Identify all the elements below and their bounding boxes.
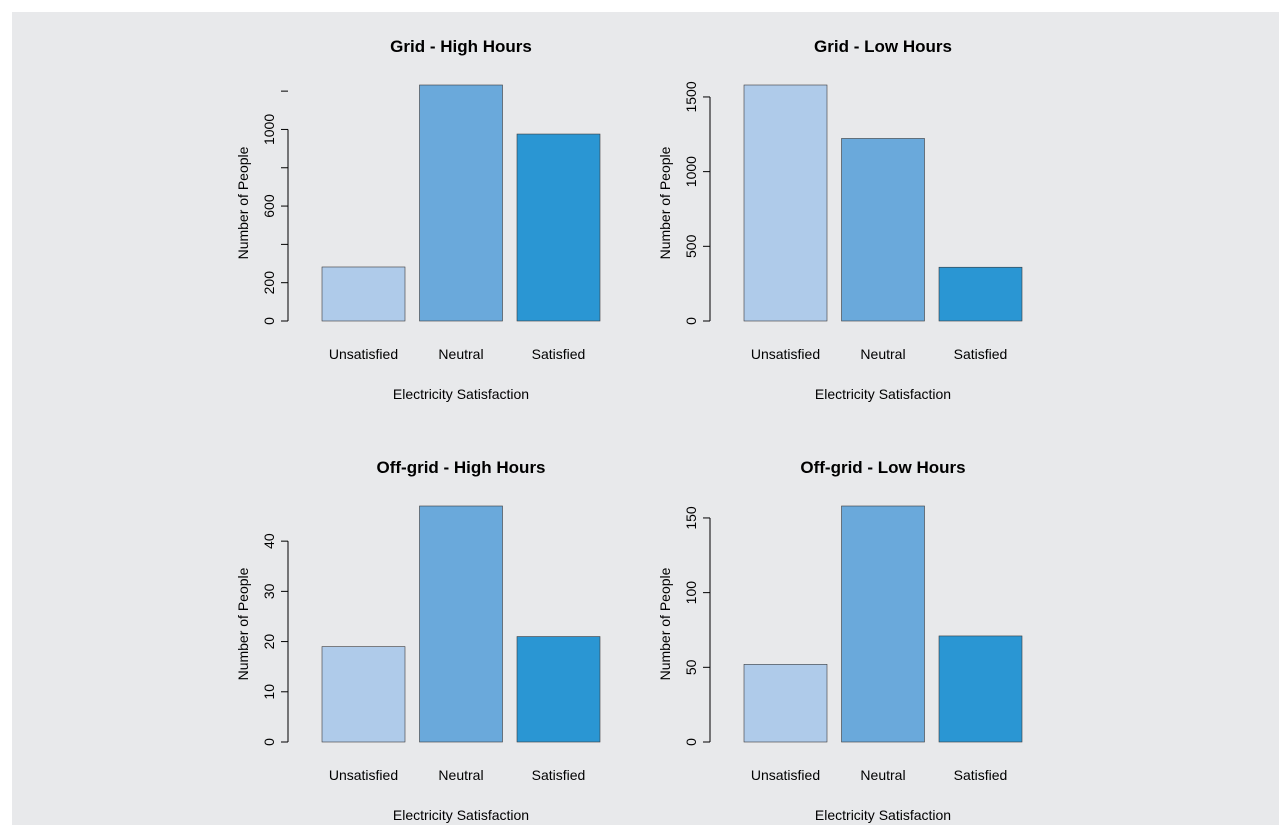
bar-neutral	[419, 505, 503, 743]
y-tick-label: 20	[261, 634, 277, 650]
bar-satisfied	[516, 133, 601, 322]
category-label: Satisfied	[954, 767, 1008, 783]
y-tick-label: 0	[261, 317, 277, 325]
bar-satisfied	[516, 636, 601, 743]
y-tick-label: 0	[261, 738, 277, 746]
chart-panel-3: Off-grid - High Hours Unsatisfied Neutral S…	[235, 458, 601, 823]
y-axis-label: Number of People	[235, 567, 251, 680]
bar-unsatisfied	[743, 84, 828, 322]
bar-unsatisfied	[321, 266, 406, 322]
category-label: Satisfied	[954, 346, 1008, 362]
x-axis-label: Electricity Satisfaction	[393, 807, 529, 823]
y-tick-label: 100	[683, 581, 699, 605]
bar-satisfied	[938, 635, 1023, 743]
category-label: Satisfied	[532, 767, 586, 783]
chart-panel-1: Grid - High Hours Unsatisfied Neutral Satis…	[235, 37, 601, 402]
x-axis-label: Electricity Satisfaction	[815, 386, 951, 402]
chart-title: Grid - High Hours	[390, 37, 532, 56]
y-tick-label: 30	[261, 583, 277, 599]
bar-satisfied	[938, 266, 1023, 322]
y-tick-label: 0	[683, 317, 699, 325]
y-tick-label: 10	[261, 684, 277, 700]
y-axis-label: Number of People	[657, 146, 673, 259]
category-label: Satisfied	[532, 346, 586, 362]
category-label: Unsatisfied	[329, 767, 398, 783]
y-axis-label: Number of People	[235, 146, 251, 259]
bar-neutral	[419, 84, 503, 322]
bar-unsatisfied	[321, 646, 406, 743]
y-axis-label: Number of People	[657, 567, 673, 680]
y-tick-label: 150	[683, 506, 699, 530]
plot-background	[12, 12, 1279, 825]
category-label: Neutral	[860, 346, 905, 362]
chart-title: Off-grid - High Hours	[376, 458, 545, 477]
x-axis-label: Electricity Satisfaction	[393, 386, 529, 402]
category-label: Unsatisfied	[329, 346, 398, 362]
chart-panel-2: Grid - Low Hours Unsatisfied Neutral Satisf…	[657, 37, 1023, 402]
category-label: Neutral	[438, 767, 483, 783]
bar-neutral	[841, 505, 925, 743]
y-tick-label: 0	[683, 738, 699, 746]
category-label: Neutral	[438, 346, 483, 362]
category-label: Neutral	[860, 767, 905, 783]
category-label: Unsatisfied	[751, 767, 820, 783]
y-tick-label: 600	[261, 194, 277, 218]
y-tick-label: 50	[683, 659, 699, 675]
chart-title: Grid - Low Hours	[814, 37, 952, 56]
category-label: Unsatisfied	[751, 346, 820, 362]
y-tick-label: 40	[261, 533, 277, 549]
y-tick-label: 500	[683, 234, 699, 258]
chart-title: Off-grid - Low Hours	[800, 458, 965, 477]
bar-unsatisfied	[743, 664, 828, 743]
y-tick-label: 1500	[683, 81, 699, 112]
y-tick-label: 200	[261, 271, 277, 295]
x-axis-label: Electricity Satisfaction	[815, 807, 951, 823]
chart-panel-4: Off-grid - Low Hours Unsatisfied Neutral Sa…	[657, 458, 1023, 823]
bar-neutral	[841, 138, 925, 322]
y-tick-label: 1000	[683, 156, 699, 187]
y-tick-label: 1000	[261, 114, 277, 145]
